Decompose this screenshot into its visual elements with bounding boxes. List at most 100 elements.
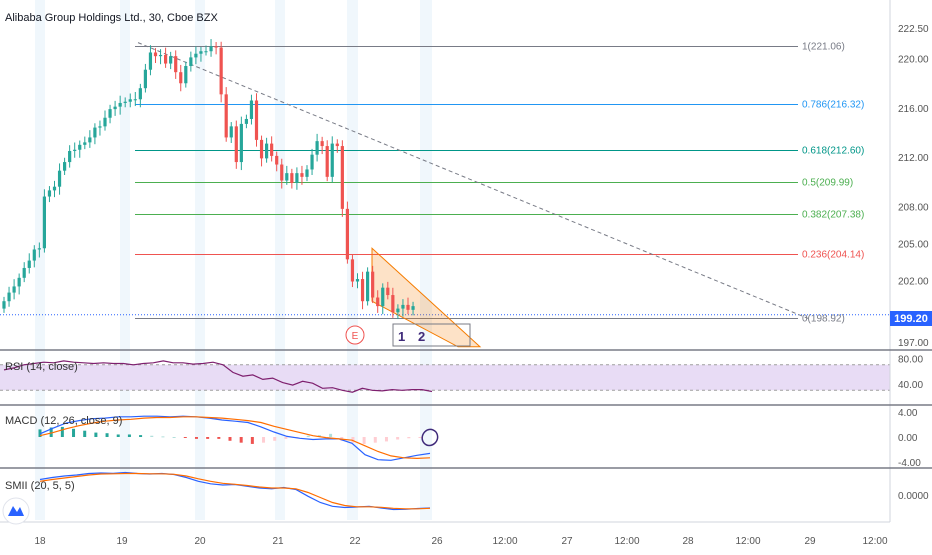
trend-line [137,42,809,319]
candle-body [376,297,380,307]
candle-body [270,143,274,156]
macd-line [39,415,431,461]
point-box [392,323,471,347]
macd-histogram-bar [373,437,377,443]
candle-body [73,149,77,151]
tradingview-logo[interactable] [2,497,30,525]
smii-line [39,471,431,511]
candle-body [148,52,153,70]
macd-histogram-bar [150,435,154,437]
macd-tick-label: -4.00 [898,458,921,469]
macd-histogram-bar [217,437,221,439]
time-axis-label: 28 [682,536,694,547]
candle-body [366,271,370,302]
candle-body [355,279,360,282]
candle-body [295,173,299,183]
candle-body [184,66,188,84]
price-tick-label: 202.00 [898,276,929,287]
session-band [35,0,45,520]
macd-histogram-bar [183,437,187,438]
smii-tick-label: 0.0000 [898,491,929,502]
candle-body [234,126,238,163]
candle-body [153,52,158,57]
candle-body [411,306,415,310]
fib-level-label: 0.786(216.32) [802,100,864,111]
wave-point-label: 2 [418,329,425,344]
candle-body [300,173,304,177]
candle-body [360,279,365,302]
candle-body [118,102,122,107]
rsi-line [3,360,433,393]
candle-body [2,301,6,309]
candle-body [280,164,284,181]
macd-histogram-bar [94,432,98,437]
time-axis-label: 21 [272,536,284,547]
candle-body [320,141,324,147]
candle-body [401,304,405,309]
candle-body [52,186,57,191]
candle-body [37,248,41,250]
price-tick-label: 222.50 [898,24,929,35]
macd-histogram-bar [228,437,232,441]
candle-body [350,259,355,282]
wave-point-label: 1 [398,329,405,344]
candle-body [290,173,294,183]
earnings-marker-label: E [352,331,359,342]
candle-body [209,46,213,52]
fib-level-label: 1(221.06) [802,42,845,53]
candle-body [345,208,349,260]
time-axis-label: 12:00 [862,536,887,547]
candle-body [406,304,410,310]
time-axis-label: 12:00 [614,536,639,547]
annotation-circle [421,428,439,447]
rsi-panel-label: RSI (14, close) [5,361,78,373]
candle-body [254,100,259,140]
macd-tick-label: 0.00 [898,433,918,444]
candle-body [179,72,183,84]
candle-body [265,143,269,159]
macd-histogram-bar [105,433,109,437]
time-axis-label: 29 [804,536,816,547]
candle-body [27,260,31,268]
candle-body [7,292,11,302]
time-axis-label: 22 [349,536,361,547]
rsi-band [0,364,890,391]
time-axis-label: 27 [561,536,573,547]
candle-body [143,69,147,89]
candle-body [68,150,72,163]
candle-body [93,127,97,138]
candle-body [229,126,233,138]
fib-level-label: 0.382(207.38) [802,210,864,221]
candle-body [32,249,36,261]
session-band [275,0,285,520]
macd-histogram-bar [284,437,288,439]
smii-signal-line [39,472,431,510]
rsi-tick-label: 80.00 [898,354,923,365]
candle-body [194,53,198,58]
candle-body [174,56,178,73]
macd-histogram-bar [351,437,355,443]
macd-histogram-bar [418,437,422,438]
time-axis-label: 26 [431,536,443,547]
macd-tick-label: 4.00 [898,408,918,419]
candle-body [83,142,87,145]
candle-body [396,308,400,313]
candle-body [47,190,52,197]
candle-body [12,286,16,293]
fib-level-label: 0(198.92) [802,314,845,325]
macd-panel-label: MACD (12, 26, close, 9) [5,415,122,427]
candle-body [386,287,390,296]
candle-body [204,51,208,53]
candle-body [57,170,62,187]
candle-body [42,196,46,249]
candle-body [158,54,163,57]
earnings-marker [345,325,365,345]
macd-histogram-bar [194,437,198,439]
candle-body [169,56,173,64]
candle-body [128,99,132,102]
price-tick-label: 212.00 [898,153,929,164]
smii-panel-label: SMII (20, 5, 5) [5,480,75,492]
macd-histogram-bar [239,437,243,443]
macd-signal-line [39,416,431,460]
